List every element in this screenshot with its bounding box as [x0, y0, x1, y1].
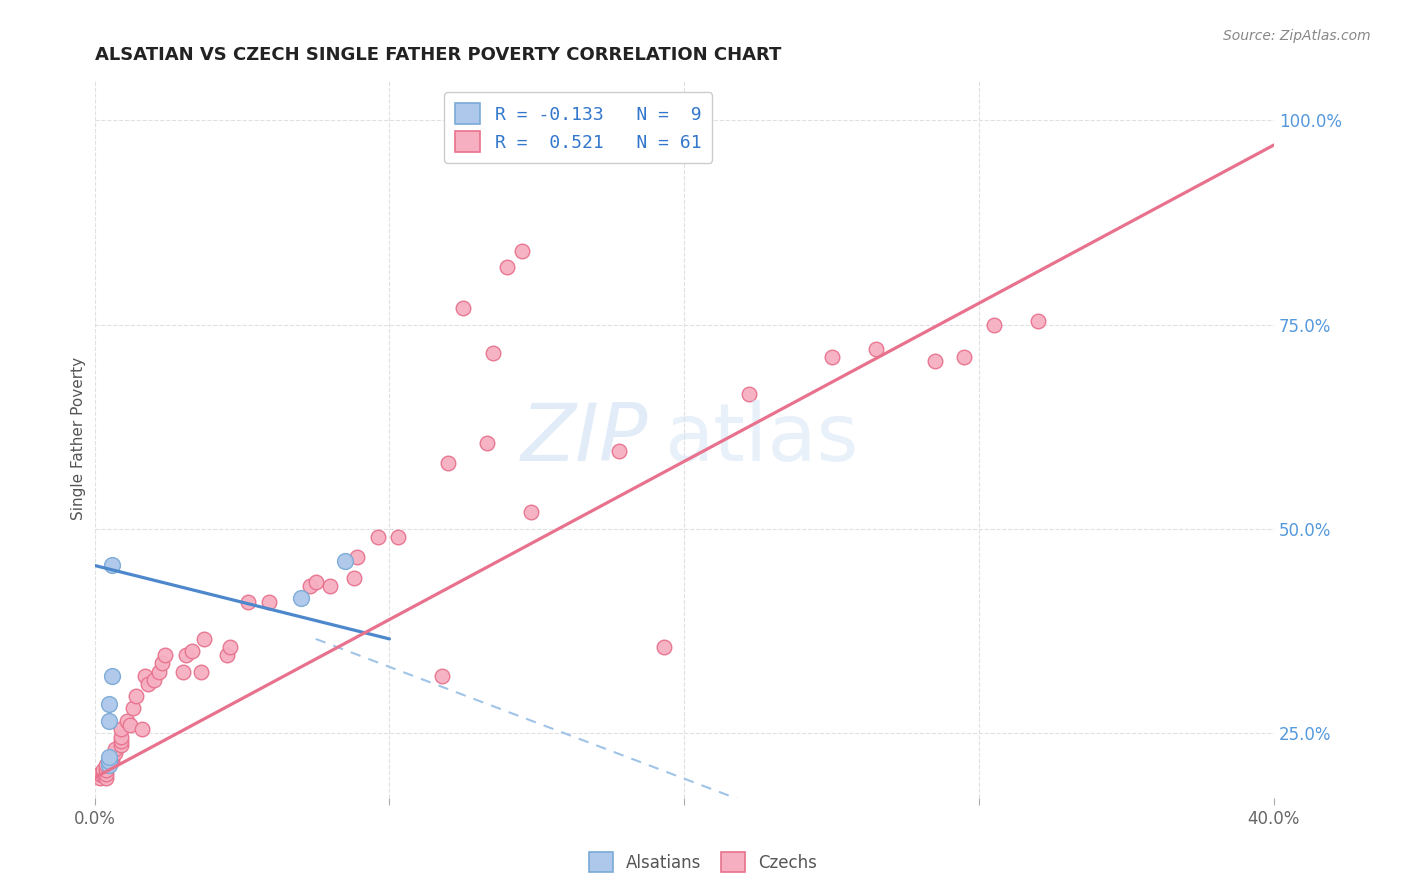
Point [148, 665, 170, 679]
Point [101, 755, 124, 769]
Point [437, 456, 460, 470]
Point [155, 648, 177, 663]
Text: ALSATIAN VS CZECH SINGLE FATHER POVERTY CORRELATION CHART: ALSATIAN VS CZECH SINGLE FATHER POVERTY … [94, 46, 780, 64]
Point [98, 758, 121, 772]
Point [98, 714, 121, 728]
Point [98, 698, 121, 712]
Text: ZIP: ZIP [520, 400, 648, 478]
Point [1026, 313, 1049, 327]
Point [110, 734, 132, 748]
Point [180, 644, 202, 658]
Point [190, 665, 212, 679]
Point [98, 750, 121, 764]
Point [131, 722, 153, 736]
Point [865, 342, 887, 356]
Point [236, 595, 259, 609]
Point [134, 668, 156, 682]
Point [475, 436, 498, 450]
Point [451, 301, 474, 316]
Point [96, 766, 118, 780]
Y-axis label: Single Father Poverty: Single Father Poverty [72, 358, 86, 520]
Point [290, 591, 312, 606]
Point [104, 746, 127, 760]
Point [924, 354, 946, 368]
Point [510, 244, 533, 259]
Point [104, 742, 127, 756]
Point [540, 126, 562, 140]
Point [136, 677, 159, 691]
Point [101, 558, 124, 573]
Point [257, 595, 280, 609]
Point [346, 550, 368, 565]
Point [319, 579, 342, 593]
Point [125, 689, 148, 703]
Point [305, 574, 328, 589]
Legend: Alsatians, Czechs: Alsatians, Czechs [582, 846, 824, 879]
Point [520, 505, 543, 519]
Point [118, 717, 141, 731]
Point [609, 444, 631, 458]
Point [652, 640, 675, 654]
Point [983, 318, 1005, 332]
Point [93, 763, 115, 777]
Point [89, 771, 111, 785]
Point [93, 766, 115, 780]
Point [96, 771, 118, 785]
Point [122, 701, 145, 715]
Point [174, 648, 197, 663]
Point [496, 260, 519, 275]
Point [172, 665, 194, 679]
Point [96, 763, 118, 777]
Point [387, 530, 409, 544]
Point [738, 387, 761, 401]
Point [110, 738, 132, 752]
Point [101, 668, 124, 682]
Legend: R = -0.133   N =  9, R =  0.521   N = 61: R = -0.133 N = 9, R = 0.521 N = 61 [444, 92, 711, 163]
Text: Source: ZipAtlas.com: Source: ZipAtlas.com [1223, 29, 1371, 43]
Point [343, 571, 366, 585]
Point [98, 755, 121, 769]
Text: atlas: atlas [664, 400, 858, 478]
Point [953, 351, 976, 365]
Point [821, 351, 844, 365]
Point [335, 554, 357, 568]
Point [193, 632, 215, 646]
Point [217, 648, 239, 663]
Point [89, 766, 111, 780]
Point [101, 750, 124, 764]
Point [298, 579, 321, 593]
Point [481, 346, 503, 360]
Point [219, 640, 242, 654]
Point [115, 714, 138, 728]
Point [150, 657, 173, 671]
Point [110, 730, 132, 744]
Point [89, 766, 111, 780]
Point [142, 673, 165, 687]
Point [96, 758, 118, 772]
Point [110, 722, 132, 736]
Point [367, 530, 389, 544]
Point [432, 668, 454, 682]
